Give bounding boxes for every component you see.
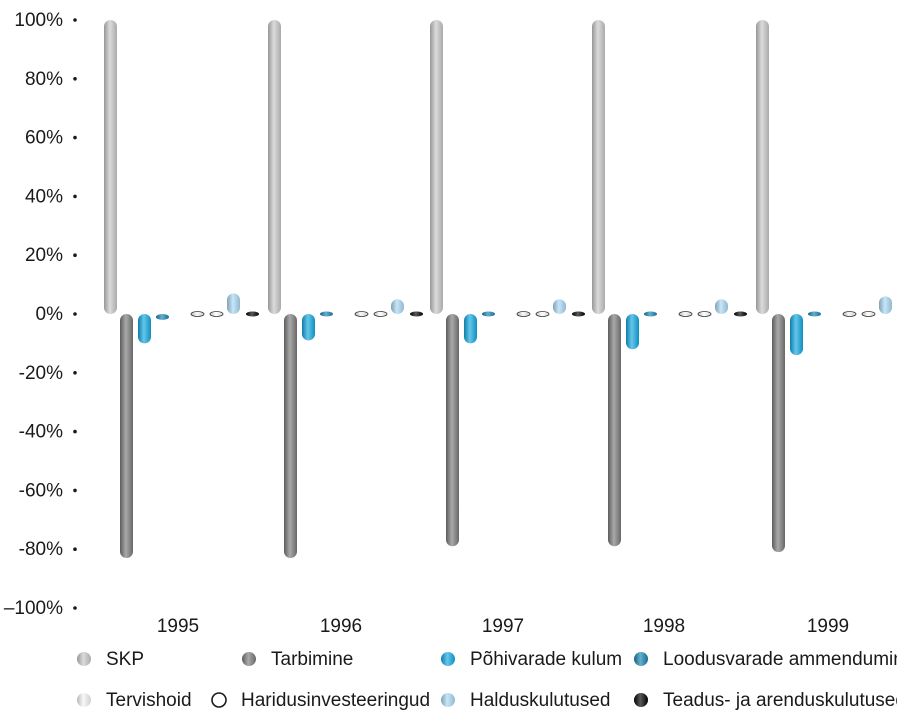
bars — [104, 20, 892, 559]
legend-item-pohivarade-kulum: Põhivarade kulum — [441, 649, 622, 670]
bar-tervishoid-1995 — [190, 311, 205, 317]
y-tick-mark — [73, 77, 77, 81]
y-tick-mark — [73, 135, 77, 140]
legend-item-skp: SKP — [77, 649, 144, 670]
y-tick-label: -40% — [19, 422, 63, 443]
y-tick-label: 20% — [25, 245, 63, 266]
y-tick-mark — [73, 194, 77, 199]
x-category-label: 1995 — [157, 616, 199, 637]
y-tick-label: –100% — [4, 598, 63, 619]
y-tick-mark — [73, 18, 77, 22]
legend-label: Tervishoid — [106, 690, 192, 711]
legend-item-loodusvarade-ammendumine: Loodusvarade ammendumine — [634, 649, 897, 670]
legend-swatch — [634, 693, 648, 707]
y-tick-mark — [73, 371, 77, 375]
x-category-label: 1997 — [482, 616, 524, 637]
bar-haridusinvesteeringud-1998 — [697, 311, 712, 317]
legend: SKP Tarbimine Põhivarade kulum Loodusvarade… — [77, 649, 897, 711]
legend-label: Teadus- ja arenduskulutused — [663, 690, 897, 711]
bar-tarbimine-1998 — [608, 314, 621, 547]
y-axis: 100% 80% 60% 40% 20% 0% -20% -40% -60% -80% –100% — [4, 10, 77, 619]
bar-tarbimine-1995 — [120, 314, 133, 559]
x-axis: 1995 1996 1997 1998 1999 — [157, 616, 849, 637]
bar-skp-1995 — [104, 20, 117, 314]
bar-haridusinvesteeringud-1996 — [373, 311, 388, 317]
legend-item-tervishoid: Tervishoid — [77, 690, 192, 711]
legend-swatch — [441, 693, 455, 707]
y-tick-label: 0% — [36, 304, 64, 325]
legend-swatch — [242, 652, 256, 666]
y-tick-label: 60% — [25, 128, 63, 149]
bar-haridusinvesteeringud-1995 — [209, 311, 224, 317]
bar-skp-1996 — [268, 20, 281, 314]
x-category-label: 1999 — [807, 616, 849, 637]
bar-tervishoid-1997 — [516, 311, 531, 317]
y-tick-mark — [73, 488, 77, 493]
legend-label: SKP — [106, 649, 144, 670]
bar-teadus-ja-arenduskulutused-1995 — [246, 311, 259, 317]
bar-loodusvarade-ammendumine-1996 — [320, 311, 333, 317]
bar-halduskulutused-1997 — [553, 299, 566, 314]
y-tick-mark — [73, 547, 77, 551]
bar-skp-1998 — [592, 20, 605, 314]
x-category-label: 1996 — [320, 616, 362, 637]
bar-halduskulutused-1995 — [227, 293, 240, 314]
legend-label: Põhivarade kulum — [470, 649, 622, 670]
bar-pohivarade-kulum-1997 — [464, 314, 477, 344]
y-tick-mark — [73, 606, 77, 610]
bar-halduskulutused-1999 — [879, 296, 892, 314]
bar-tarbimine-1997 — [446, 314, 459, 547]
legend-swatch — [634, 652, 648, 666]
bar-pohivarade-kulum-1996 — [302, 314, 315, 341]
bar-halduskulutused-1998 — [715, 299, 728, 314]
legend-label: Loodusvarade ammendumine — [663, 649, 897, 670]
bar-tarbimine-1996 — [284, 314, 297, 559]
bar-loodusvarade-ammendumine-1999 — [808, 311, 821, 317]
legend-swatch — [441, 652, 455, 666]
y-tick-label: -20% — [19, 363, 63, 384]
legend-item-tarbimine: Tarbimine — [242, 649, 353, 670]
y-tick-mark — [73, 253, 77, 257]
legend-item-teadus-ja-arenduskulutused: Teadus- ja arenduskulutused — [634, 690, 897, 711]
bar-teadus-ja-arenduskulutused-1997 — [572, 311, 585, 317]
y-tick-label: -80% — [19, 539, 63, 560]
legend-swatch — [77, 693, 91, 707]
bar-loodusvarade-ammendumine-1997 — [482, 311, 495, 317]
bar-teadus-ja-arenduskulutused-1998 — [734, 311, 747, 317]
y-tick-mark — [73, 312, 77, 316]
bar-pohivarade-kulum-1998 — [626, 314, 639, 350]
legend-swatch — [77, 652, 91, 666]
legend-label: Halduskulutused — [470, 690, 610, 711]
legend-item-haridusinvesteeringud: Haridusinvesteeringud — [211, 690, 430, 711]
y-tick-label: 80% — [25, 69, 63, 90]
bar-loodusvarade-ammendumine-1995 — [156, 314, 169, 320]
x-category-label: 1998 — [643, 616, 685, 637]
y-tick-mark — [73, 429, 77, 434]
y-tick-label: -60% — [19, 480, 63, 501]
legend-swatch — [211, 692, 227, 708]
bar-tarbimine-1999 — [772, 314, 785, 553]
bar-halduskulutused-1996 — [391, 299, 404, 314]
bar-pohivarade-kulum-1999 — [790, 314, 803, 356]
legend-label: Haridusinvesteeringud — [241, 690, 430, 711]
bar-tervishoid-1996 — [354, 311, 369, 317]
bar-haridusinvesteeringud-1999 — [861, 311, 876, 317]
bar-teadus-ja-arenduskulutused-1996 — [410, 311, 423, 317]
bar-haridusinvesteeringud-1997 — [535, 311, 550, 317]
bar-pohivarade-kulum-1995 — [138, 314, 151, 344]
legend-item-halduskulutused: Halduskulutused — [441, 690, 610, 711]
bar-loodusvarade-ammendumine-1998 — [644, 311, 657, 317]
legend-label: Tarbimine — [271, 649, 353, 670]
y-tick-label: 40% — [25, 186, 63, 207]
bar-tervishoid-1998 — [678, 311, 693, 317]
y-tick-label: 100% — [14, 10, 63, 31]
bar-skp-1997 — [430, 20, 443, 314]
bar-skp-1999 — [756, 20, 769, 314]
bar-tervishoid-1999 — [842, 311, 857, 317]
